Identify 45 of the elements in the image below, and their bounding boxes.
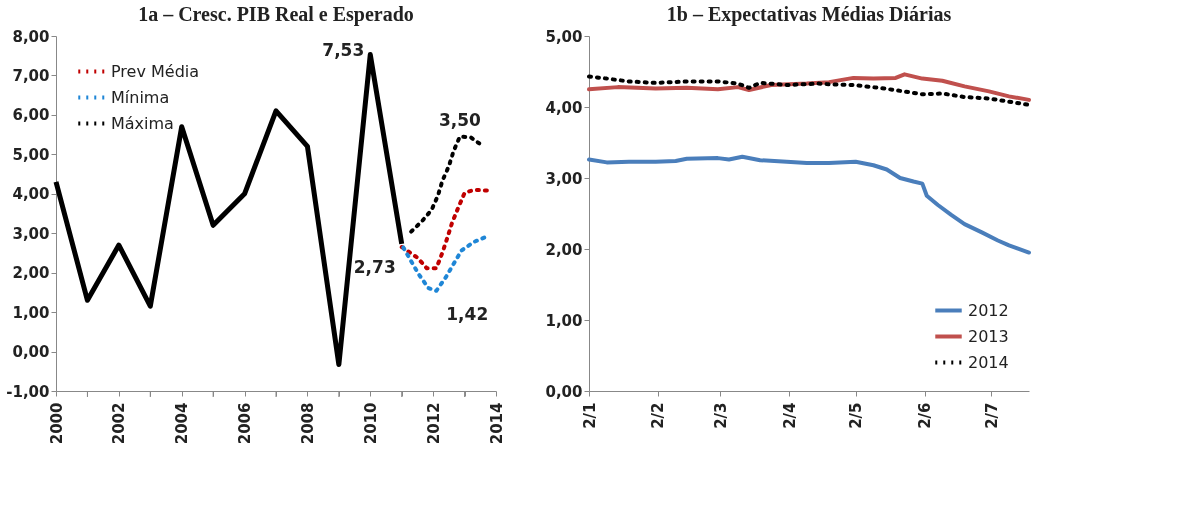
annotation: 3,50 [438, 109, 481, 130]
line-series [587, 154, 1031, 255]
y-tick-label: 7,00 [12, 66, 50, 85]
legend-label: 2013 [968, 326, 1009, 346]
y-tick-label: 2,00 [545, 240, 583, 259]
annotation: 1,42 [446, 303, 489, 324]
y-tick-label: 5,00 [12, 145, 50, 164]
legend-label: 2014 [968, 352, 1009, 372]
annotation: 7,53 [322, 39, 365, 60]
x-tick-label: 2014 [487, 402, 506, 445]
y-tick-label: 1,00 [545, 311, 583, 330]
y-tick-label: 3,00 [12, 224, 50, 243]
y-tick-label: 4,00 [545, 98, 583, 117]
legend-label: Prev Média [111, 61, 200, 81]
line-series [399, 187, 492, 271]
x-tick-label: 2/6 [916, 402, 935, 429]
legend-label: Máxima [111, 113, 174, 133]
x-tick-label: 2010 [361, 402, 380, 445]
y-tick-label: 2,00 [12, 264, 50, 283]
y-tick-label: 5,00 [545, 27, 583, 46]
x-tick-label: 2012 [424, 402, 443, 445]
x-tick-label: 2006 [236, 402, 255, 445]
legend-label: 2012 [968, 300, 1009, 320]
chart-title: 1b – Expectativas Médias Diárias [666, 3, 952, 26]
x-tick-label: 2/4 [780, 402, 799, 429]
y-tick-label: -1,00 [6, 382, 50, 401]
legend-label: Mínima [111, 87, 170, 107]
y-tick-label: 4,00 [12, 185, 50, 204]
x-tick-label: 2/5 [847, 402, 866, 429]
x-tick-label: 2002 [110, 402, 129, 445]
annotation: 2,73 [353, 256, 396, 277]
x-tick-label: 2/7 [982, 402, 1001, 429]
y-tick-label: 0,00 [545, 382, 583, 401]
x-tick-label: 2/3 [711, 402, 730, 429]
x-tick-label: 2008 [298, 402, 317, 445]
y-tick-label: 0,00 [12, 343, 50, 362]
x-tick-label: 2/2 [649, 402, 668, 429]
y-tick-label: 3,00 [545, 169, 583, 188]
y-tick-label: 8,00 [12, 27, 50, 46]
y-tick-label: 6,00 [12, 106, 50, 125]
x-tick-label: 2004 [173, 402, 192, 445]
x-tick-label: 2000 [47, 402, 66, 445]
y-tick-label: 1,00 [12, 303, 50, 322]
x-tick-label: 2/1 [580, 402, 599, 429]
chart-title: 1a – Cresc. PIB Real e Esperado [138, 3, 414, 26]
